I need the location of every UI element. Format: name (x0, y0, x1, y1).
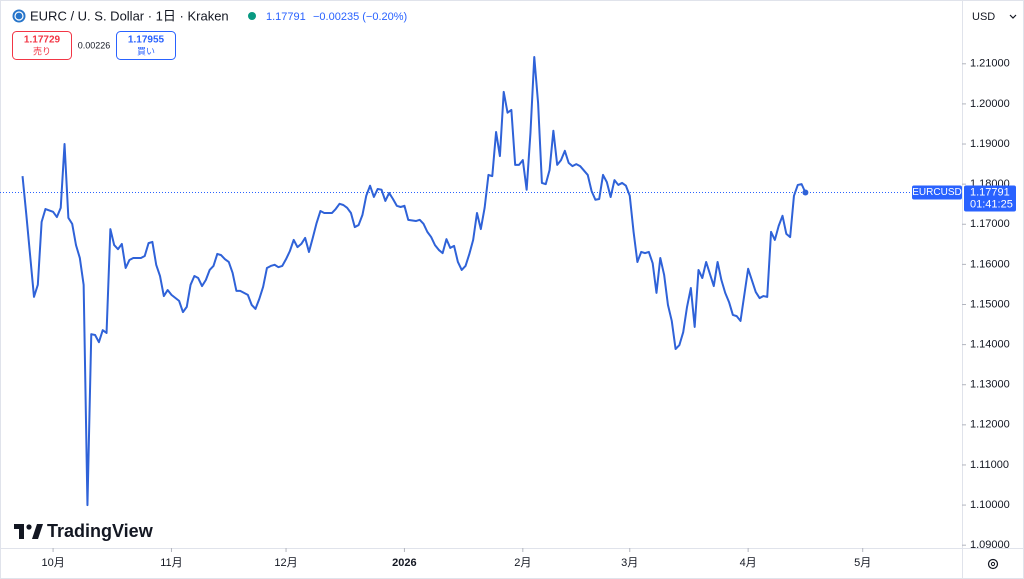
symbol-tag (912, 185, 962, 200)
logo-dot (26, 524, 32, 530)
x-tick-label: 12月 (274, 557, 297, 569)
x-tick-label: 2026 (392, 557, 416, 569)
x-tick-label: 11月 (160, 557, 182, 569)
x-tick-label: 3月 (621, 557, 638, 569)
sell-price: 1.17729 (24, 35, 61, 46)
market-status[interactable] (248, 12, 256, 20)
y-tick-label: 1.19000 (970, 138, 1010, 150)
settings-icon-center (990, 561, 996, 567)
x-tick-label: 2月 (514, 557, 531, 569)
y-tick-label: 1.14000 (970, 339, 1010, 351)
y-tick-label: 1.16000 (970, 258, 1010, 270)
symbol-tag-label: EURCUSD (912, 187, 961, 198)
settings-icon[interactable] (987, 558, 999, 570)
price-tag (964, 185, 1016, 212)
spread: 0.00226 (78, 40, 111, 50)
y-tick-label: 1.09000 (970, 539, 1010, 551)
y-tick-label: 1.13000 (970, 379, 1010, 391)
logo (14, 524, 43, 539)
y-tick-label: 1.10000 (970, 499, 1010, 511)
currency: USD (972, 11, 995, 23)
price-tag-time: 01:41:25 (970, 198, 1013, 210)
x-tick-label: 5月 (854, 557, 871, 569)
y-tick-label: 1.12000 (970, 419, 1010, 431)
buy-label: 買い (137, 46, 155, 56)
y-tick-label: 1.21000 (970, 58, 1010, 70)
price-line (21, 55, 807, 507)
last-point (802, 189, 809, 196)
dropdown-caret (1009, 14, 1017, 19)
sell-button[interactable] (12, 31, 72, 60)
logo-slash (32, 524, 43, 539)
price-change: −0.00235 (−0.20%) (313, 11, 407, 23)
sell-label: 売り (33, 45, 51, 56)
x-tick-label: 4月 (740, 557, 757, 569)
buy-button[interactable] (116, 31, 176, 60)
plot-area (0, 55, 962, 507)
symbol-icon-ring (14, 11, 24, 21)
y-tick-label: 1.20000 (970, 98, 1010, 110)
logo-mark (14, 524, 24, 539)
buy-price: 1.17955 (128, 35, 165, 46)
y-tick-label: 1.11000 (970, 459, 1009, 471)
logo-text: TradingView (47, 521, 154, 541)
last-price: 1.17791 (266, 11, 306, 23)
y-tick-label: 1.17000 (970, 218, 1010, 230)
price-tag-label: 1.17791 (970, 186, 1010, 198)
y-tick-label: 1.15000 (970, 298, 1010, 310)
x-tick-label: 10月 (41, 557, 64, 569)
symbol-title[interactable]: EURC / U. S. Dollar · 1日 · Kraken (30, 8, 229, 23)
